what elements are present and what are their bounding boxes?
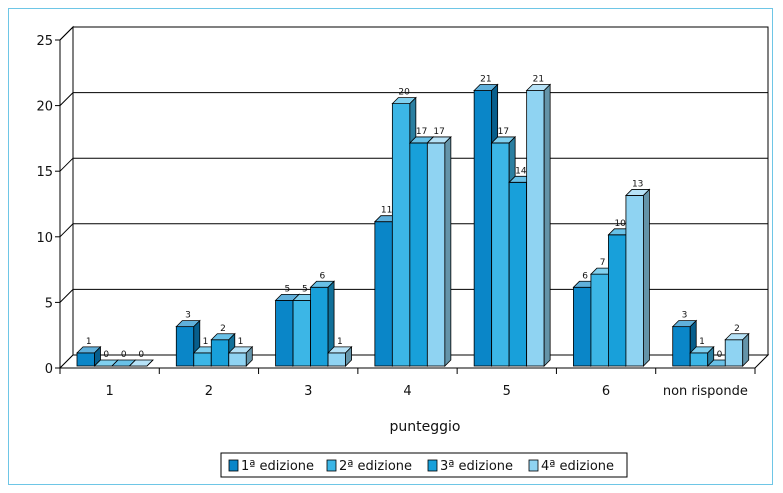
data-label: 21 (480, 74, 491, 84)
legend-label: 4ª edizione (541, 459, 614, 474)
bar (426, 135, 452, 367)
legend-swatch (427, 459, 438, 472)
x-tick-label: 2 (205, 384, 213, 399)
data-label: 10 (614, 219, 626, 229)
bar (309, 280, 336, 367)
data-label: 1 (337, 337, 343, 347)
data-label: 5 (284, 284, 290, 294)
data-label: 11 (381, 206, 392, 216)
data-label: 2 (220, 324, 226, 334)
data-label: 0 (138, 350, 144, 360)
y-tick-label: 10 (36, 231, 53, 246)
bar (327, 345, 353, 367)
legend-label: 2ª edizione (339, 459, 412, 474)
x-axis-label: punteggio (390, 419, 461, 435)
data-label: 1 (699, 337, 705, 347)
x-axis-ticks: 1 2 3 4 5 6 non risponde (59, 368, 756, 399)
data-label: 17 (498, 127, 509, 137)
y-axis-ticks: 0 5 10 15 20 25 (36, 34, 61, 377)
data-label: 0 (121, 350, 127, 360)
data-label: 3 (185, 311, 191, 321)
legend-swatch (326, 459, 337, 472)
legend-swatch (228, 459, 239, 472)
data-label: 2 (734, 324, 740, 334)
data-label: 6 (582, 271, 588, 281)
data-label: 14 (515, 166, 527, 176)
legend-label: 1ª edizione (241, 459, 314, 474)
data-label: 17 (433, 127, 444, 137)
y-tick-label: 25 (36, 34, 53, 49)
data-label: 21 (533, 74, 544, 84)
bar (624, 188, 651, 367)
legend-label: 3ª edizione (440, 459, 513, 474)
bar (671, 319, 698, 367)
data-label: 5 (302, 284, 308, 294)
data-label: 1 (203, 337, 209, 347)
left-wall (59, 25, 74, 370)
y-tick-label: 5 (45, 296, 53, 311)
data-label: 3 (682, 311, 688, 321)
y-tick-label: 15 (36, 165, 53, 180)
x-tick-label: 6 (602, 384, 610, 399)
y-tick-label: 0 (45, 362, 53, 377)
gridline (59, 26, 768, 41)
legend-box (220, 452, 628, 478)
data-label: 20 (398, 88, 410, 98)
x-tick-label: non risponde (663, 384, 748, 399)
data-label: 13 (632, 179, 643, 189)
bars (76, 83, 750, 367)
y-tick-label: 20 (36, 100, 53, 115)
x-tick-label: 3 (304, 384, 312, 399)
bar (724, 332, 750, 367)
x-tick-label: 5 (503, 384, 511, 399)
bar (227, 345, 254, 367)
data-label: 1 (238, 337, 244, 347)
data-label: 17 (416, 127, 427, 137)
bar (128, 359, 154, 367)
legend: 1ª edizione 2ª edizione 3ª edizione 4ª ediz… (220, 452, 628, 478)
data-label: 6 (319, 271, 325, 281)
data-label: 0 (717, 350, 723, 360)
x-tick-label: 4 (403, 384, 411, 399)
data-label: 1 (86, 337, 92, 347)
bar (76, 345, 102, 367)
legend-swatch (528, 459, 539, 472)
bar (525, 83, 552, 367)
data-label: 0 (103, 350, 109, 360)
data-label: 7 (600, 258, 606, 268)
x-tick-label: 1 (106, 384, 114, 399)
